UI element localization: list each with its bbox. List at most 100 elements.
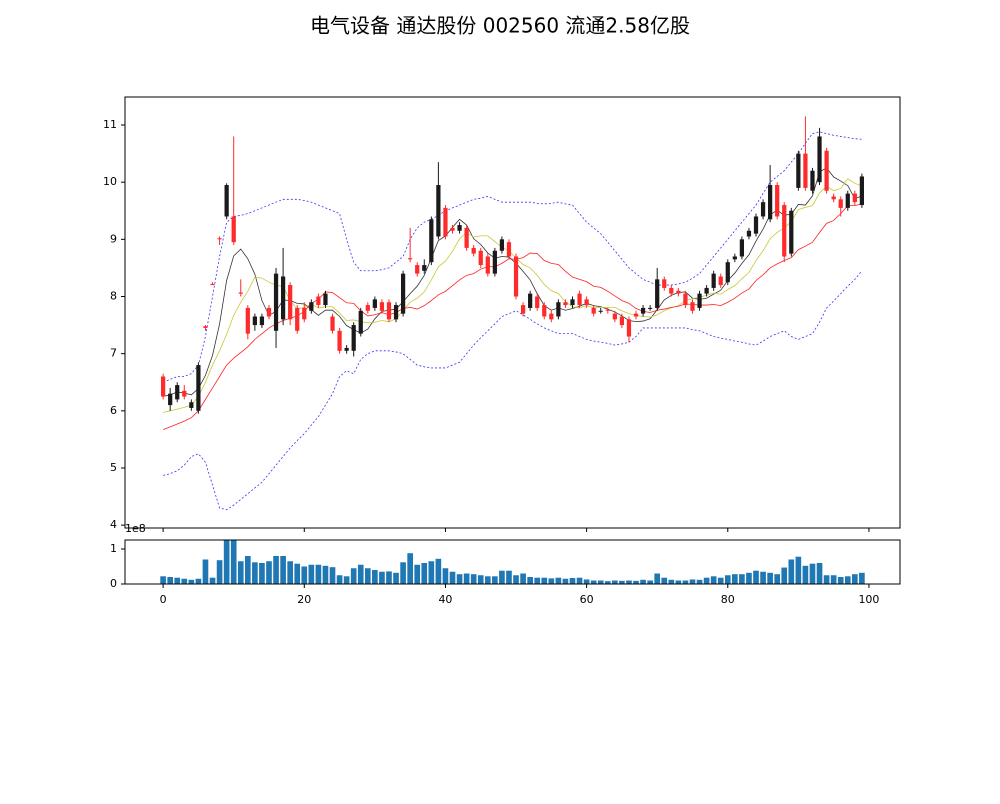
x-tick-label: 60 [580, 593, 594, 606]
candle-body [556, 302, 561, 317]
candle-body [217, 238, 222, 240]
volume-bar [527, 576, 533, 584]
volume-bar [724, 575, 731, 584]
candle-body [196, 365, 201, 411]
volume-bar [379, 571, 385, 584]
volume-bar [244, 555, 251, 584]
volume-bar [202, 559, 209, 584]
indicator-line [162, 131, 862, 383]
volume-bar [357, 564, 364, 584]
volume-bar [393, 572, 399, 584]
candle-body [224, 185, 229, 217]
volume-bar [506, 570, 512, 584]
volume-bar [287, 561, 293, 584]
candle-body [711, 273, 716, 288]
volume-bar [343, 576, 350, 584]
candle-body [400, 273, 406, 314]
candle-body [753, 216, 759, 234]
candle-body [563, 302, 568, 306]
volume-bar [294, 563, 301, 584]
volume-bar [753, 570, 759, 584]
volume-bar [259, 562, 265, 584]
x-tick-label: 80 [721, 593, 735, 606]
volume-bar [548, 578, 555, 584]
candle-body [309, 302, 314, 311]
candle-body [619, 316, 625, 326]
candle-body [492, 250, 497, 274]
y-tick-label: 9 [110, 232, 117, 245]
volume-bar [774, 574, 781, 584]
candle-body [231, 216, 236, 243]
indicator-line [163, 178, 863, 413]
volume-bar [675, 580, 682, 584]
volume-bar [513, 575, 519, 584]
candle-body [457, 225, 462, 231]
candle-body [344, 347, 349, 351]
candle-body [810, 170, 815, 191]
candle-body [859, 176, 865, 206]
volume-bar [767, 572, 773, 584]
volume-bar [647, 580, 653, 584]
volume-bar [273, 555, 279, 584]
candle-body [584, 299, 589, 306]
volume-bar [301, 566, 308, 584]
indicator-line [163, 167, 863, 397]
volume-bar [428, 561, 435, 584]
candle-body [605, 309, 610, 311]
candle-body [471, 247, 476, 254]
candle-body [499, 239, 505, 251]
volume-bar [710, 576, 717, 584]
volume-bar [414, 564, 421, 584]
candle-body [238, 292, 243, 294]
volume-bar [266, 561, 272, 584]
y-tick-label: 10 [103, 175, 117, 188]
candle-body [824, 150, 829, 191]
volume-bar [534, 577, 541, 584]
volume-bar [802, 565, 809, 584]
volume-bar [633, 580, 639, 584]
candle-body [323, 293, 328, 306]
candle-body [464, 227, 469, 248]
candle-body [577, 293, 582, 306]
volume-bar [830, 575, 837, 584]
y-tick-label: 8 [110, 289, 117, 302]
volume-bar [195, 578, 202, 584]
volume-bar [696, 579, 703, 584]
volume-bar [654, 573, 661, 584]
candle-body [697, 293, 702, 308]
volume-bar [492, 576, 498, 584]
candle-body [316, 296, 321, 306]
candle-body [379, 302, 385, 311]
candle-body [768, 185, 773, 220]
volume-bar [852, 574, 858, 584]
candle-body [626, 319, 632, 337]
volume-bar [640, 579, 646, 584]
candle-body [549, 313, 554, 320]
volume-bar [626, 580, 632, 584]
volume-y-tick-label: 1 [110, 542, 117, 555]
candle-body [775, 185, 780, 217]
candle-body [443, 207, 448, 237]
candle-body [273, 273, 279, 331]
candle-body [175, 385, 180, 400]
indicator-line [163, 270, 863, 511]
volume-bar [689, 579, 696, 584]
volume-bar [844, 576, 851, 584]
candle-body [415, 265, 420, 274]
candle-body [598, 310, 603, 312]
x-tick-label: 20 [297, 593, 311, 606]
candle-body [485, 256, 490, 274]
volume-bar [703, 577, 710, 584]
y-tick-label: 5 [110, 461, 117, 474]
candle-body [302, 307, 307, 320]
candle-body [210, 283, 215, 286]
candle-body [796, 153, 801, 188]
volume-bar [407, 553, 413, 584]
candle-body [732, 256, 737, 260]
volume-y-tick-label: 0 [110, 577, 117, 590]
volume-bar [837, 576, 844, 584]
candle-body [288, 285, 293, 320]
volume-bar [823, 575, 830, 584]
candle-body [690, 302, 695, 311]
volume-bar [477, 575, 484, 584]
